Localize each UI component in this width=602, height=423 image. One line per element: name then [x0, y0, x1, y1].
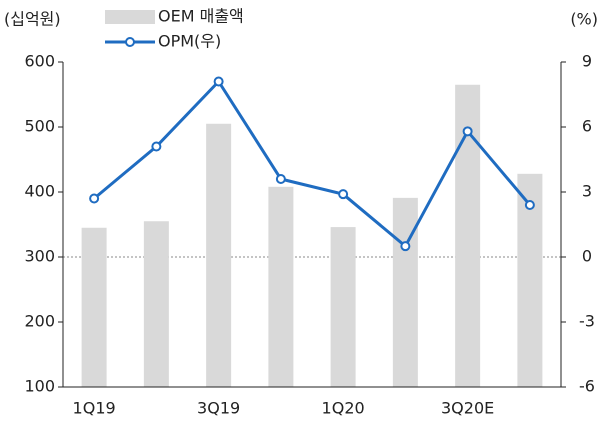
line [93, 79, 532, 249]
y-tick-label: 400 [24, 182, 55, 201]
y2-tick-label: 3 [582, 182, 592, 201]
marker [213, 76, 224, 87]
marker [338, 189, 349, 200]
y2-tick-label: -3 [579, 312, 595, 331]
y2-tick-label: 6 [582, 117, 592, 136]
marker [524, 200, 535, 210]
bar [143, 221, 169, 387]
marker [275, 174, 286, 184]
x-tick-label: 1Q19 [73, 399, 116, 418]
marker [462, 126, 473, 137]
y-tick-label: 500 [24, 117, 55, 136]
bar [268, 186, 294, 387]
y-tick-label: 200 [24, 312, 55, 331]
marker [89, 193, 100, 204]
x-tick-label: 3Q20E [441, 399, 494, 418]
x-tick-label: 1Q20 [322, 399, 365, 418]
y-tick-label: 600 [24, 52, 55, 71]
marker [151, 141, 162, 152]
y-tick-label: 300 [24, 247, 55, 266]
y2-tick-label: 0 [582, 247, 592, 266]
bar [81, 227, 107, 387]
y2-tick-label: 9 [582, 52, 592, 71]
bar [330, 227, 356, 387]
y-axis-label: (십억원) [4, 10, 61, 29]
legend-label: OEM 매출액 [158, 7, 244, 26]
legend-swatch [105, 10, 155, 24]
y2-axis-label: (%) [570, 10, 598, 29]
y2-tick-label: -6 [579, 377, 595, 396]
marker [400, 241, 411, 252]
x-tick-label: 3Q19 [197, 399, 240, 418]
bar [392, 197, 418, 387]
bar [206, 123, 232, 387]
y-tick-label: 100 [24, 377, 55, 396]
legend-marker [125, 37, 135, 47]
legend-label: OPM(우) [158, 32, 221, 51]
